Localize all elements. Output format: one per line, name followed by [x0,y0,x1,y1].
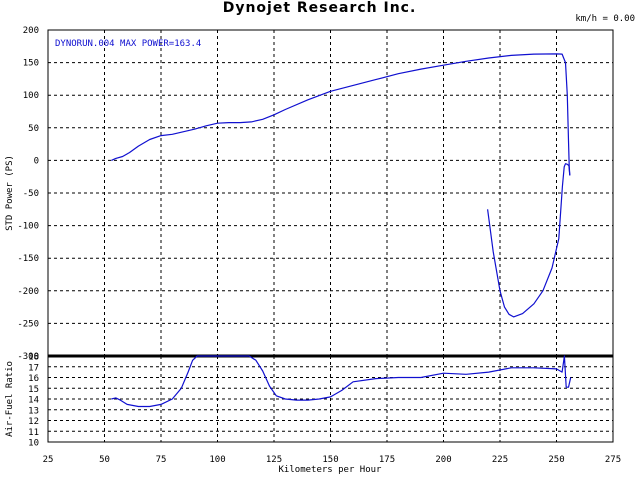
power-tick-label: 150 [23,59,39,69]
afr-tick-label: 12 [28,417,39,427]
power-series-line-1 [487,163,571,318]
power-tick-label: -100 [17,222,39,232]
afr-tick-label: 15 [28,385,39,395]
afr-y-axis-label: Air-Fuel Ratio [5,361,15,437]
x-tick-label: 100 [209,455,225,465]
x-tick-label: 250 [548,455,564,465]
afr-tick-label: 10 [28,439,39,449]
x-tick-label: 75 [156,455,167,465]
power-tick-label: 100 [23,91,39,101]
power-annotation: DYNORUN.004 MAX POWER=163.4 [55,39,201,49]
x-tick-label: 25 [43,455,54,465]
x-tick-label: 150 [322,455,338,465]
power-tick-label: -50 [23,189,39,199]
power-grid [48,30,613,356]
power-tick-label: 50 [28,124,39,134]
x-axis-label: Kilometers per Hour [279,465,383,475]
x-tick-label: 275 [605,455,621,465]
power-y-ticks: 200 150 100 50 0 -50 -100 -150 -200 -250 -300 [17,26,39,362]
x-tick-label: 125 [266,455,282,465]
afr-tick-label: 14 [28,396,39,406]
x-tick-label: 175 [379,455,395,465]
afr-tick-label: 11 [28,428,39,438]
afr-lines [111,355,572,408]
power-y-axis-label: STD Power (PS) [5,155,15,231]
x-tick-label: 200 [435,455,451,465]
power-tick-label: -150 [17,254,39,264]
power-series-line-0 [111,53,571,176]
afr-tick-label: 16 [28,374,39,384]
x-tick-label: 50 [99,455,110,465]
afr-tick-label: 17 [28,363,39,373]
x-tick-label: 225 [492,455,508,465]
power-lines [111,53,571,318]
power-tick-label: 0 [34,156,39,166]
chart-title: Dynojet Research Inc. [222,0,417,16]
speed-readout: km/h = 0.00 [575,14,635,24]
afr-series-line-0 [111,355,572,408]
power-tick-label: -200 [17,287,39,297]
power-tick-label: -300 [17,352,39,362]
afr-tick-label: 18 [28,353,39,363]
power-tick-label: -250 [17,319,39,329]
x-ticks: 25 50 75 100 125 150 175 200 225 250 275 [43,455,622,465]
power-tick-label: 200 [23,26,39,36]
afr-tick-label: 13 [28,406,39,416]
